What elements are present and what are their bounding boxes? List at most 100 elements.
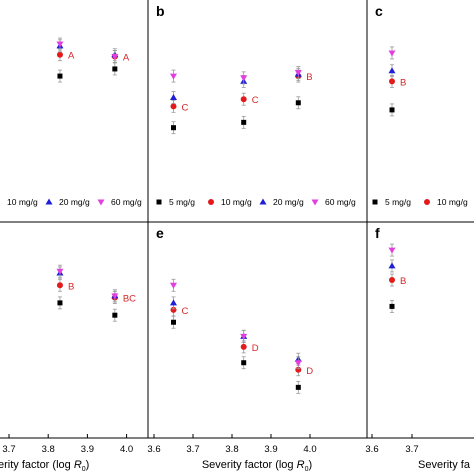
data-point — [171, 125, 176, 131]
data-point — [171, 319, 176, 325]
legend-item: 20 mg/g — [259, 197, 304, 207]
significance-letter: D — [306, 366, 313, 377]
legend-item: 10 mg/g — [7, 197, 38, 207]
legend-marker — [156, 199, 162, 205]
x-tick-label: 3.7 — [2, 444, 15, 455]
x-tick-label: 3.9 — [264, 444, 277, 455]
data-point — [295, 384, 301, 390]
significance-letter: BC — [123, 294, 136, 305]
x-tick-label: 3.7 — [405, 444, 418, 455]
x-axis-title: erity factor (log R0) — [0, 459, 89, 473]
data-point — [294, 70, 302, 77]
x-tick-label: 4.0 — [120, 444, 133, 455]
data-point — [112, 312, 118, 318]
significance-letter: D — [252, 343, 259, 354]
data-point — [241, 119, 247, 125]
legend-label: 5 mg/g — [385, 197, 411, 207]
data-point — [170, 306, 177, 313]
panel-letter: e — [156, 225, 164, 241]
legend-label: 60 mg/g — [111, 197, 142, 207]
data-point — [111, 54, 119, 60]
data-point — [294, 360, 302, 367]
x-tick-label: 3.9 — [81, 444, 94, 455]
legend-item: 5 mg/g — [372, 197, 411, 207]
legend-marker — [208, 199, 214, 205]
data-point — [111, 293, 119, 300]
panel-f: f B 3.6 3.7 — [365, 225, 418, 455]
significance-letter: C — [182, 306, 189, 317]
x-tick-label: 3.7 — [186, 444, 199, 455]
legend-marker — [45, 198, 53, 205]
data-point — [240, 343, 247, 350]
data-point — [56, 41, 64, 48]
data-point — [389, 277, 395, 283]
data-point — [170, 103, 177, 110]
data-point — [389, 78, 395, 85]
panel-b: b C C B 5 mg/g 10 mg/g 20 mg/g 60 mg/g — [156, 3, 356, 207]
data-point — [170, 282, 177, 289]
legend-item: 60 mg/g — [311, 197, 356, 207]
data-point — [388, 50, 396, 57]
data-point — [241, 360, 247, 366]
legend-label: 10 mg/g — [7, 197, 38, 207]
data-point — [389, 107, 395, 113]
legend-marker — [311, 199, 319, 206]
x-tick-label: 3.8 — [42, 444, 55, 455]
data-point — [240, 96, 247, 103]
x-axis-title: Severity factor (log R0) — [202, 459, 312, 473]
panel-letter: f — [375, 225, 380, 241]
x-axis-title: Severity fa — [418, 459, 471, 471]
data-point — [295, 366, 302, 373]
panel-e: e C D D 3.6 3.7 3.8 3.9 4.0 — [147, 225, 316, 455]
legend-item: 10 mg/g — [208, 197, 252, 207]
x-tick-label: 3.8 — [225, 444, 238, 455]
legend-label: 20 mg/g — [273, 197, 304, 207]
data-point — [57, 73, 63, 79]
panel-a: A A 10 mg/g 20 mg/g 60 mg/g — [7, 37, 142, 207]
significance-letter: A — [68, 51, 75, 62]
legend-item: 5 mg/g — [156, 197, 195, 207]
legend-marker — [259, 198, 267, 205]
significance-letter: B — [68, 281, 74, 292]
legend-marker — [97, 199, 105, 206]
panel-letter: c — [375, 3, 383, 19]
significance-letter: B — [400, 77, 406, 88]
panel-d: B BC 3.7 3.8 3.9 4.0 — [2, 264, 136, 455]
data-point — [170, 93, 177, 100]
significance-letter: B — [400, 276, 406, 287]
data-point — [388, 262, 396, 269]
data-point — [389, 303, 395, 309]
x-tick-label: 4.0 — [303, 444, 316, 455]
legend-label: 60 mg/g — [325, 197, 356, 207]
data-point — [57, 300, 63, 306]
data-point — [240, 333, 248, 340]
data-point — [56, 268, 64, 275]
significance-letter: A — [123, 53, 130, 64]
data-point — [240, 75, 248, 82]
legend-item: 20 mg/g — [45, 197, 90, 207]
x-tick-label: 3.6 — [147, 444, 160, 455]
data-point — [388, 247, 396, 254]
legend-marker — [372, 199, 378, 205]
legend-item: 60 mg/g — [97, 197, 142, 207]
legend-marker — [424, 199, 430, 205]
legend-label: 20 mg/g — [59, 197, 90, 207]
panel-letter: b — [156, 3, 165, 19]
data-point — [56, 51, 63, 58]
data-point — [295, 100, 301, 106]
legend-item: 10 mg/g — [424, 197, 468, 207]
data-point — [170, 73, 177, 80]
legend-label: 5 mg/g — [169, 197, 195, 207]
significance-letter: C — [182, 102, 189, 113]
significance-letter: B — [306, 72, 312, 83]
data-point — [56, 282, 63, 289]
panel-c: c B 5 mg/g 10 mg/g — [372, 3, 468, 207]
x-tick-label: 3.6 — [365, 444, 378, 455]
data-point — [170, 299, 177, 306]
data-point — [388, 67, 396, 74]
legend-label: 10 mg/g — [221, 197, 252, 207]
significance-letter: C — [252, 95, 259, 106]
legend-label: 10 mg/g — [437, 197, 468, 207]
data-point — [112, 66, 118, 72]
